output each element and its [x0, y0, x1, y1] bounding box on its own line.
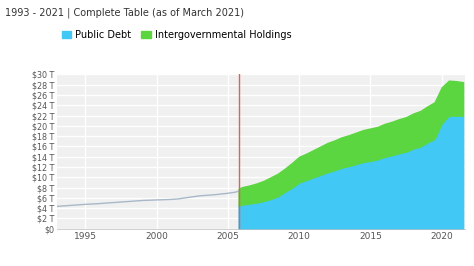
Legend: Public Debt, Intergovernmental Holdings: Public Debt, Intergovernmental Holdings — [62, 30, 292, 40]
Text: 1993 - 2021 | Complete Table (as of March 2021): 1993 - 2021 | Complete Table (as of Marc… — [5, 8, 244, 18]
